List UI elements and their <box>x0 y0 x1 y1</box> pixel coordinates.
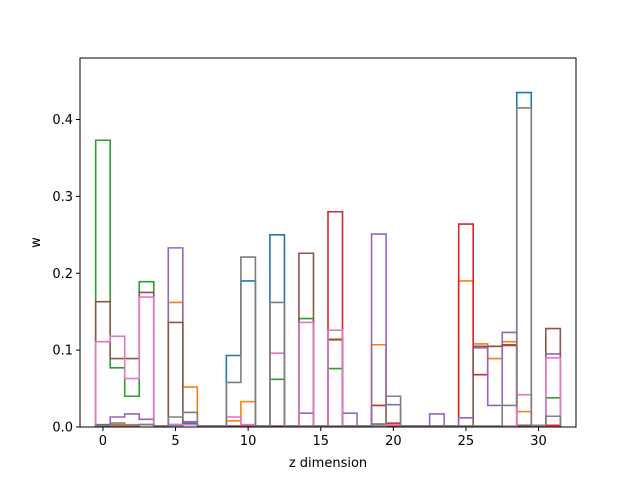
y-axis: 0.0 0.1 0.2 0.3 0.4 <box>52 113 80 436</box>
x-axis-label: z dimension <box>289 456 367 471</box>
plot-frame <box>79 57 577 428</box>
x-axis: 0 5 10 15 20 25 30 <box>99 427 547 449</box>
series-layer <box>94 91 562 428</box>
x-tick-label: 5 <box>171 434 179 449</box>
y-axis-label: w <box>29 237 44 248</box>
y-tick-label: 0.2 <box>52 267 73 282</box>
x-tick-label: 20 <box>385 434 402 449</box>
series-step-7 <box>94 107 562 428</box>
y-tick-label: 0.1 <box>52 344 73 359</box>
x-tick-label: 25 <box>458 434 475 449</box>
x-tick-label: 0 <box>99 434 107 449</box>
x-tick-label: 10 <box>240 434 257 449</box>
y-tick-label: 0.3 <box>52 190 73 205</box>
x-tick-label: 15 <box>312 434 329 449</box>
y-tick-label: 0.0 <box>52 421 73 436</box>
y-tick-label: 0.4 <box>52 113 73 128</box>
x-tick-label: 30 <box>530 434 547 449</box>
